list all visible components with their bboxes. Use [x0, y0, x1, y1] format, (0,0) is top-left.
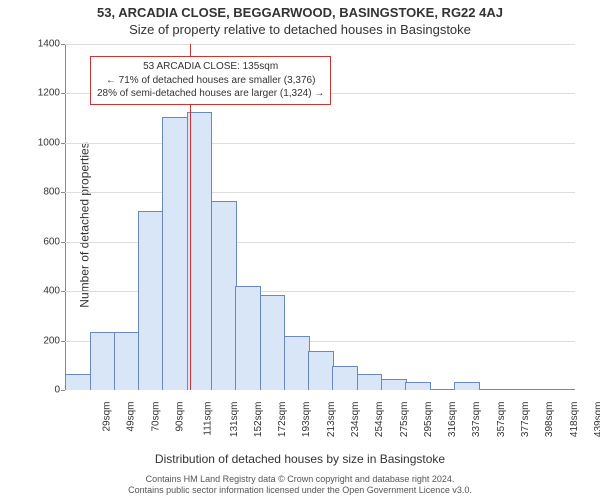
- histogram-bar: [90, 332, 116, 390]
- y-axis-line: [65, 44, 66, 390]
- x-tick-label: 70sqm: [150, 402, 161, 432]
- histogram-bar: [332, 366, 358, 390]
- histogram-bar: [405, 382, 431, 390]
- histogram-bar: [260, 295, 286, 390]
- annotation-line1: 53 ARCADIA CLOSE: 135sqm: [97, 60, 324, 74]
- y-tick-label: 1400: [30, 39, 60, 50]
- annotation-line2: ← 71% of detached houses are smaller (3,…: [97, 74, 324, 88]
- histogram-bar: [211, 201, 237, 390]
- gridline: [65, 143, 575, 144]
- x-tick-label: 295sqm: [423, 402, 434, 438]
- y-tick-mark: [61, 44, 65, 45]
- x-axis-ticks: 29sqm 49sqm 70sqm 90sqm 111sqm 131sqm 152sqm 17…: [65, 390, 575, 445]
- footer-line-2: Contains public sector information licen…: [0, 485, 600, 496]
- x-tick-label: 193sqm: [302, 402, 313, 438]
- x-tick-label: 377sqm: [520, 402, 531, 438]
- x-tick-label: 111sqm: [203, 402, 214, 436]
- x-tick-label: 49sqm: [126, 402, 137, 432]
- x-axis-label: Distribution of detached houses by size …: [0, 452, 600, 466]
- y-tick-label: 1000: [30, 137, 60, 148]
- x-tick-label: 275sqm: [399, 402, 410, 438]
- histogram-bar: [454, 382, 480, 390]
- y-tick-label: 400: [30, 286, 60, 297]
- x-tick-label: 439sqm: [593, 402, 600, 438]
- y-tick-mark: [61, 93, 65, 94]
- annotation-box: 53 ARCADIA CLOSE: 135sqm← 71% of detache…: [90, 56, 331, 105]
- chart-footer: Contains HM Land Registry data © Crown c…: [0, 474, 600, 497]
- x-tick-label: 29sqm: [102, 402, 113, 432]
- x-tick-label: 316sqm: [447, 402, 458, 438]
- y-tick-label: 0: [30, 385, 60, 396]
- histogram-bar: [162, 117, 188, 390]
- histogram-plot: 020040060080010001200140053 ARCADIA CLOS…: [65, 44, 575, 390]
- y-tick-mark: [61, 192, 65, 193]
- y-tick-mark: [61, 291, 65, 292]
- histogram-bar: [284, 336, 310, 390]
- x-tick-label: 213sqm: [326, 402, 337, 438]
- x-tick-label: 172sqm: [277, 402, 288, 438]
- x-tick-label: 152sqm: [253, 402, 264, 438]
- x-tick-label: 398sqm: [544, 402, 555, 438]
- y-tick-mark: [61, 242, 65, 243]
- annotation-line3: 28% of semi-detached houses are larger (…: [97, 87, 324, 101]
- x-tick-label: 90sqm: [175, 402, 186, 432]
- gridline: [65, 44, 575, 45]
- y-tick-mark: [61, 143, 65, 144]
- histogram-bar: [65, 374, 91, 390]
- y-tick-mark: [61, 341, 65, 342]
- x-tick-label: 418sqm: [569, 402, 580, 438]
- x-tick-label: 131sqm: [229, 402, 240, 438]
- y-tick-label: 600: [30, 236, 60, 247]
- histogram-bar: [235, 286, 261, 390]
- x-tick-label: 234sqm: [350, 402, 361, 438]
- footer-line-1: Contains HM Land Registry data © Crown c…: [0, 474, 600, 485]
- x-tick-label: 357sqm: [496, 402, 507, 438]
- x-tick-label: 337sqm: [472, 402, 483, 438]
- histogram-bar: [138, 211, 164, 390]
- histogram-bar: [381, 379, 407, 390]
- x-tick-label: 254sqm: [374, 402, 385, 438]
- histogram-bar: [114, 332, 140, 390]
- page-title-address: 53, ARCADIA CLOSE, BEGGARWOOD, BASINGSTO…: [0, 5, 600, 20]
- gridline: [65, 192, 575, 193]
- histogram-bar: [308, 351, 334, 390]
- page-subtitle: Size of property relative to detached ho…: [0, 22, 600, 37]
- y-tick-label: 200: [30, 335, 60, 346]
- histogram-bar: [357, 374, 383, 390]
- y-tick-label: 1200: [30, 88, 60, 99]
- y-tick-label: 800: [30, 187, 60, 198]
